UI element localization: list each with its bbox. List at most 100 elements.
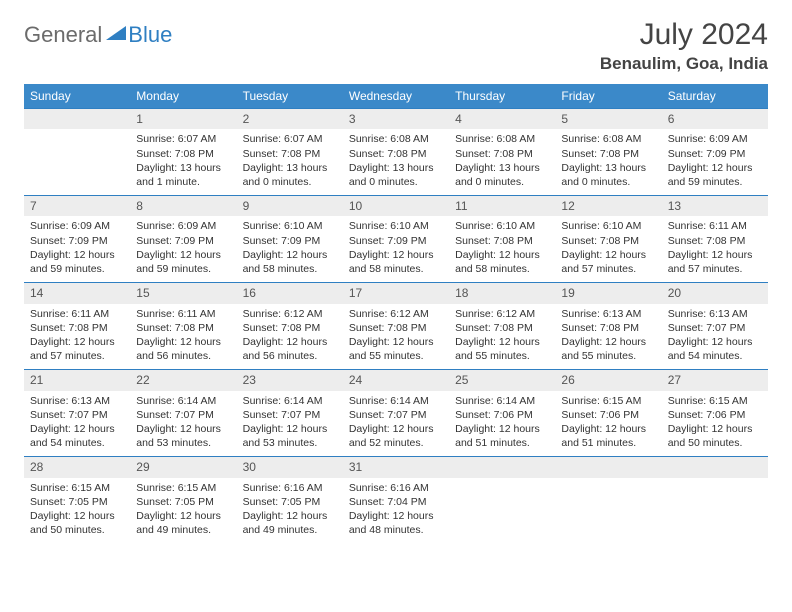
- weekday-header: Saturday: [662, 84, 768, 109]
- calendar-day-cell: 30Sunrise: 6:16 AMSunset: 7:05 PMDayligh…: [237, 457, 343, 544]
- sunrise-text: Sunrise: 6:15 AM: [668, 394, 762, 408]
- sunset-text: Sunset: 7:09 PM: [30, 234, 124, 248]
- daylight-text: Daylight: 12 hours and 51 minutes.: [561, 422, 655, 450]
- weekday-header: Tuesday: [237, 84, 343, 109]
- weekday-header: Thursday: [449, 84, 555, 109]
- day-details: Sunrise: 6:13 AMSunset: 7:08 PMDaylight:…: [555, 304, 661, 370]
- sunrise-text: Sunrise: 6:08 AM: [349, 132, 443, 146]
- weekday-header: Sunday: [24, 84, 130, 109]
- sunrise-text: Sunrise: 6:12 AM: [455, 307, 549, 321]
- calendar-day-cell: .: [662, 457, 768, 544]
- day-details: Sunrise: 6:15 AMSunset: 7:05 PMDaylight:…: [130, 478, 236, 544]
- day-number: 17: [343, 283, 449, 303]
- day-details: Sunrise: 6:15 AMSunset: 7:06 PMDaylight:…: [555, 391, 661, 457]
- sunrise-text: Sunrise: 6:12 AM: [243, 307, 337, 321]
- day-number: 24: [343, 370, 449, 390]
- daylight-text: Daylight: 13 hours and 0 minutes.: [349, 161, 443, 189]
- daylight-text: Daylight: 13 hours and 0 minutes.: [561, 161, 655, 189]
- calendar-day-cell: 17Sunrise: 6:12 AMSunset: 7:08 PMDayligh…: [343, 283, 449, 370]
- sunset-text: Sunset: 7:09 PM: [243, 234, 337, 248]
- day-details: Sunrise: 6:15 AMSunset: 7:06 PMDaylight:…: [662, 391, 768, 457]
- sunrise-text: Sunrise: 6:08 AM: [455, 132, 549, 146]
- day-details: Sunrise: 6:13 AMSunset: 7:07 PMDaylight:…: [24, 391, 130, 457]
- sunset-text: Sunset: 7:08 PM: [561, 321, 655, 335]
- daylight-text: Daylight: 12 hours and 52 minutes.: [349, 422, 443, 450]
- calendar-day-cell: 19Sunrise: 6:13 AMSunset: 7:08 PMDayligh…: [555, 283, 661, 370]
- calendar-day-cell: 16Sunrise: 6:12 AMSunset: 7:08 PMDayligh…: [237, 283, 343, 370]
- sunrise-text: Sunrise: 6:16 AM: [349, 481, 443, 495]
- day-details: Sunrise: 6:09 AMSunset: 7:09 PMDaylight:…: [24, 216, 130, 282]
- day-details: Sunrise: 6:14 AMSunset: 7:07 PMDaylight:…: [130, 391, 236, 457]
- day-details: Sunrise: 6:08 AMSunset: 7:08 PMDaylight:…: [343, 129, 449, 195]
- day-number: 5: [555, 109, 661, 129]
- daylight-text: Daylight: 12 hours and 49 minutes.: [243, 509, 337, 537]
- day-number: 18: [449, 283, 555, 303]
- daylight-text: Daylight: 12 hours and 49 minutes.: [136, 509, 230, 537]
- sunrise-text: Sunrise: 6:15 AM: [30, 481, 124, 495]
- sunset-text: Sunset: 7:08 PM: [136, 321, 230, 335]
- sunset-text: Sunset: 7:08 PM: [30, 321, 124, 335]
- day-details: Sunrise: 6:10 AMSunset: 7:08 PMDaylight:…: [555, 216, 661, 282]
- daylight-text: Daylight: 13 hours and 0 minutes.: [243, 161, 337, 189]
- sunrise-text: Sunrise: 6:09 AM: [668, 132, 762, 146]
- daylight-text: Daylight: 12 hours and 57 minutes.: [668, 248, 762, 276]
- sunrise-text: Sunrise: 6:07 AM: [136, 132, 230, 146]
- calendar-day-cell: 4Sunrise: 6:08 AMSunset: 7:08 PMDaylight…: [449, 109, 555, 196]
- daylight-text: Daylight: 12 hours and 55 minutes.: [349, 335, 443, 363]
- day-number: 29: [130, 457, 236, 477]
- day-details: Sunrise: 6:08 AMSunset: 7:08 PMDaylight:…: [555, 129, 661, 195]
- day-details: Sunrise: 6:10 AMSunset: 7:09 PMDaylight:…: [237, 216, 343, 282]
- sunrise-text: Sunrise: 6:15 AM: [561, 394, 655, 408]
- calendar-day-cell: 15Sunrise: 6:11 AMSunset: 7:08 PMDayligh…: [130, 283, 236, 370]
- day-number: 28: [24, 457, 130, 477]
- sunset-text: Sunset: 7:08 PM: [243, 321, 337, 335]
- daylight-text: Daylight: 12 hours and 58 minutes.: [455, 248, 549, 276]
- calendar-day-cell: 7Sunrise: 6:09 AMSunset: 7:09 PMDaylight…: [24, 196, 130, 283]
- calendar-day-cell: 9Sunrise: 6:10 AMSunset: 7:09 PMDaylight…: [237, 196, 343, 283]
- calendar-day-cell: .: [449, 457, 555, 544]
- weekday-header-row: SundayMondayTuesdayWednesdayThursdayFrid…: [24, 84, 768, 109]
- day-number: 8: [130, 196, 236, 216]
- sunset-text: Sunset: 7:07 PM: [30, 408, 124, 422]
- brand-text-blue: Blue: [128, 22, 172, 48]
- day-number: 9: [237, 196, 343, 216]
- page-header: General Blue July 2024 Benaulim, Goa, In…: [24, 18, 768, 74]
- daylight-text: Daylight: 13 hours and 0 minutes.: [455, 161, 549, 189]
- calendar-table: SundayMondayTuesdayWednesdayThursdayFrid…: [24, 84, 768, 543]
- weekday-header: Friday: [555, 84, 661, 109]
- day-number: 31: [343, 457, 449, 477]
- calendar-day-cell: 3Sunrise: 6:08 AMSunset: 7:08 PMDaylight…: [343, 109, 449, 196]
- day-details: Sunrise: 6:12 AMSunset: 7:08 PMDaylight:…: [449, 304, 555, 370]
- sunrise-text: Sunrise: 6:16 AM: [243, 481, 337, 495]
- day-details: Sunrise: 6:10 AMSunset: 7:09 PMDaylight:…: [343, 216, 449, 282]
- title-block: July 2024 Benaulim, Goa, India: [600, 18, 768, 74]
- calendar-day-cell: 24Sunrise: 6:14 AMSunset: 7:07 PMDayligh…: [343, 370, 449, 457]
- sunset-text: Sunset: 7:08 PM: [455, 234, 549, 248]
- sunset-text: Sunset: 7:09 PM: [668, 147, 762, 161]
- day-details: Sunrise: 6:14 AMSunset: 7:06 PMDaylight:…: [449, 391, 555, 457]
- day-number: 23: [237, 370, 343, 390]
- sunset-text: Sunset: 7:08 PM: [668, 234, 762, 248]
- daylight-text: Daylight: 12 hours and 54 minutes.: [668, 335, 762, 363]
- calendar-day-cell: 11Sunrise: 6:10 AMSunset: 7:08 PMDayligh…: [449, 196, 555, 283]
- sunrise-text: Sunrise: 6:13 AM: [668, 307, 762, 321]
- daylight-text: Daylight: 12 hours and 50 minutes.: [668, 422, 762, 450]
- daylight-text: Daylight: 13 hours and 1 minute.: [136, 161, 230, 189]
- daylight-text: Daylight: 12 hours and 50 minutes.: [30, 509, 124, 537]
- sunset-text: Sunset: 7:07 PM: [243, 408, 337, 422]
- sunrise-text: Sunrise: 6:14 AM: [243, 394, 337, 408]
- sunset-text: Sunset: 7:09 PM: [349, 234, 443, 248]
- calendar-day-cell: 1Sunrise: 6:07 AMSunset: 7:08 PMDaylight…: [130, 109, 236, 196]
- daylight-text: Daylight: 12 hours and 59 minutes.: [136, 248, 230, 276]
- day-number: 25: [449, 370, 555, 390]
- day-number: 19: [555, 283, 661, 303]
- weekday-header: Wednesday: [343, 84, 449, 109]
- calendar-day-cell: 22Sunrise: 6:14 AMSunset: 7:07 PMDayligh…: [130, 370, 236, 457]
- month-title: July 2024: [600, 18, 768, 52]
- day-number: 15: [130, 283, 236, 303]
- day-number: 16: [237, 283, 343, 303]
- day-details: Sunrise: 6:09 AMSunset: 7:09 PMDaylight:…: [662, 129, 768, 195]
- sunset-text: Sunset: 7:06 PM: [668, 408, 762, 422]
- day-details: Sunrise: 6:16 AMSunset: 7:05 PMDaylight:…: [237, 478, 343, 544]
- daylight-text: Daylight: 12 hours and 53 minutes.: [243, 422, 337, 450]
